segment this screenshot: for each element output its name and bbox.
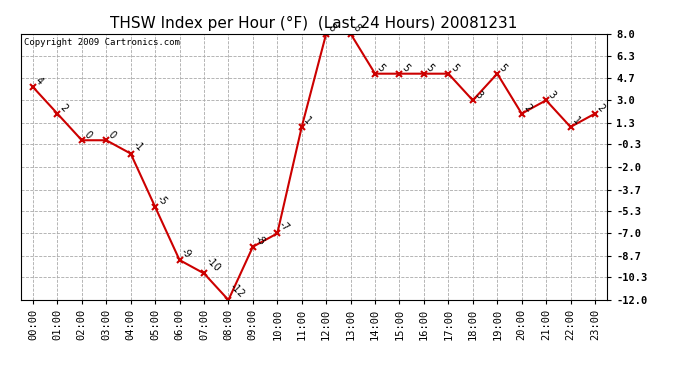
Text: -12: -12 <box>228 282 247 300</box>
Text: 8: 8 <box>326 22 337 34</box>
Text: -5: -5 <box>155 193 169 207</box>
Text: 1: 1 <box>302 116 313 127</box>
Text: 0: 0 <box>82 129 93 140</box>
Text: 0: 0 <box>106 129 117 140</box>
Text: -9: -9 <box>179 246 193 260</box>
Title: THSW Index per Hour (°F)  (Last 24 Hours) 20081231: THSW Index per Hour (°F) (Last 24 Hours)… <box>110 16 518 31</box>
Text: 1: 1 <box>571 116 582 127</box>
Text: 3: 3 <box>473 89 484 100</box>
Text: 5: 5 <box>497 62 509 74</box>
Text: 8: 8 <box>351 22 362 34</box>
Text: -8: -8 <box>253 233 267 247</box>
Text: 2: 2 <box>57 102 69 114</box>
Text: 4: 4 <box>33 76 44 87</box>
Text: 5: 5 <box>424 62 435 74</box>
Text: 5: 5 <box>400 62 411 74</box>
Text: -1: -1 <box>130 140 144 153</box>
Text: -7: -7 <box>277 219 291 233</box>
Text: 2: 2 <box>595 102 607 114</box>
Text: -10: -10 <box>204 255 222 273</box>
Text: 2: 2 <box>522 102 533 114</box>
Text: 5: 5 <box>375 62 386 74</box>
Text: 3: 3 <box>546 89 558 100</box>
Text: Copyright 2009 Cartronics.com: Copyright 2009 Cartronics.com <box>23 38 179 47</box>
Text: 5: 5 <box>448 62 460 74</box>
